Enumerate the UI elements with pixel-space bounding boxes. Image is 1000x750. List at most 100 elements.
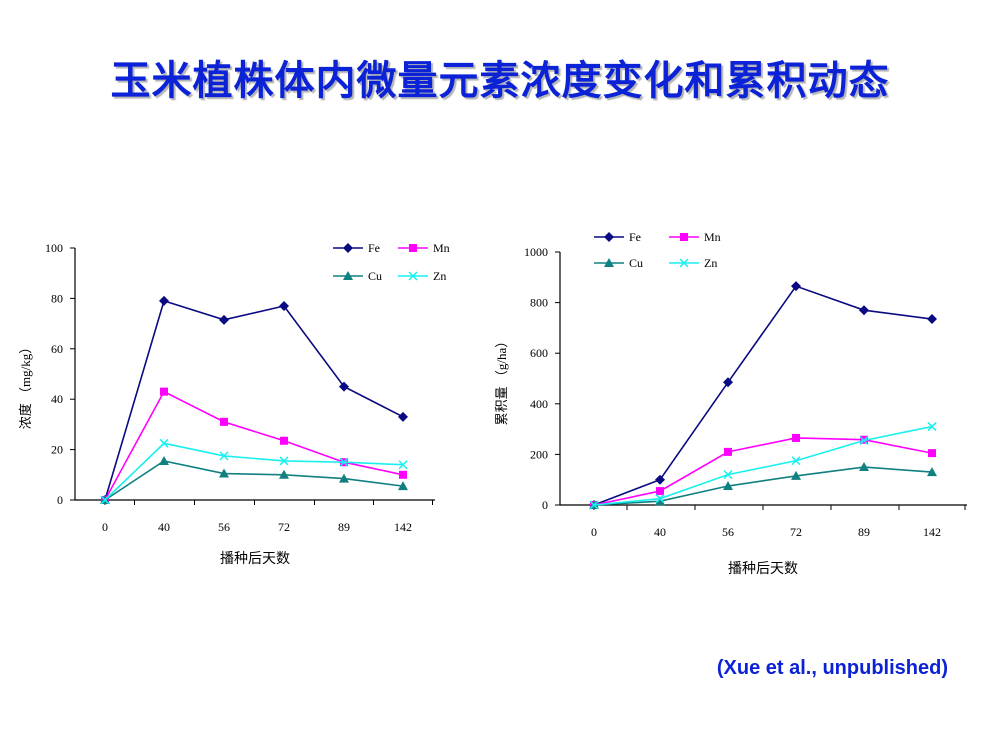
data-point-fe <box>859 305 869 316</box>
data-point-zn <box>100 495 110 505</box>
x-tick-label: 56 <box>218 520 230 534</box>
y-tick-label: 600 <box>530 346 548 360</box>
data-point-fe <box>339 381 349 392</box>
x-tick-label: 89 <box>338 520 350 534</box>
data-point-zn <box>279 456 289 466</box>
data-point-cu <box>859 462 869 472</box>
data-point-zn <box>589 500 599 510</box>
data-point-fe <box>219 314 229 325</box>
series-line-cu <box>104 460 404 501</box>
x-tick-label: 40 <box>654 525 666 539</box>
data-point-cu <box>398 481 408 491</box>
data-point-mn <box>656 487 664 496</box>
y-tick-label: 200 <box>530 447 548 461</box>
data-point-cu <box>159 455 169 465</box>
data-point-cu <box>791 470 801 480</box>
y-tick-label: 0 <box>542 498 548 512</box>
series-line-zn <box>104 442 404 501</box>
x-tick-label: 89 <box>858 525 870 539</box>
data-point-fe <box>791 281 801 292</box>
data-point-fe <box>279 300 289 311</box>
data-point-zn <box>339 457 349 467</box>
series-line-mn <box>593 437 933 506</box>
legend-item-mn: Mn <box>669 230 721 244</box>
x-axis-title: 播种后天数 <box>728 561 798 577</box>
series-line-fe <box>593 285 933 506</box>
series-fe <box>589 281 937 510</box>
data-point-fe <box>927 314 937 325</box>
legend-item-zn: Zn <box>398 269 446 283</box>
series-cu <box>589 462 937 509</box>
y-tick-label: 80 <box>51 291 63 305</box>
series-line-fe <box>104 299 404 501</box>
legend-item-mn: Mn <box>398 241 450 255</box>
legend-label: Zn <box>433 269 446 283</box>
citation: (Xue et al., unpublished) <box>716 657 948 679</box>
legend-item-cu: Cu <box>333 269 382 283</box>
data-point-zn <box>655 494 665 504</box>
legend-label: Fe <box>629 230 641 244</box>
legend-marker-fe <box>604 232 614 242</box>
data-point-mn <box>928 449 936 458</box>
data-point-fe <box>655 474 665 485</box>
data-point-cu <box>339 473 349 483</box>
y-tick-label: 60 <box>51 342 63 356</box>
data-point-cu <box>219 468 229 478</box>
data-point-mn <box>280 436 288 445</box>
x-tick-label: 142 <box>923 525 941 539</box>
data-point-fe <box>398 411 408 422</box>
y-tick-label: 1000 <box>524 245 548 259</box>
data-point-fe <box>159 295 169 306</box>
y-tick-label: 800 <box>530 296 548 310</box>
data-point-mn <box>399 470 407 479</box>
data-point-cu <box>927 467 937 477</box>
data-point-fe <box>723 377 733 388</box>
legend-marker-fe <box>343 243 353 253</box>
x-tick-label: 56 <box>722 525 734 539</box>
y-axis-title: 浓度 （mg/kg） <box>18 341 33 429</box>
legend-marker-zn <box>408 271 418 281</box>
legend-marker-cu <box>343 271 353 280</box>
y-tick-label: 400 <box>530 397 548 411</box>
data-point-zn <box>927 422 937 432</box>
data-point-zn <box>791 456 801 466</box>
legend-item-cu: Cu <box>594 256 643 270</box>
data-point-mn <box>792 433 800 442</box>
x-tick-label: 142 <box>394 520 412 534</box>
y-tick-label: 40 <box>51 392 63 406</box>
slide-title: 玉米植株体内微量元素浓度变化和累积动态 <box>110 58 890 104</box>
legend-label: Cu <box>629 256 643 270</box>
data-point-cu <box>279 469 289 479</box>
data-point-cu <box>723 481 733 491</box>
x-tick-label: 0 <box>102 520 108 534</box>
y-tick-label: 100 <box>45 241 63 255</box>
series-mn <box>590 433 936 509</box>
y-tick-label: 0 <box>57 493 63 507</box>
data-point-zn <box>159 438 169 448</box>
x-axis-title: 播种后天数 <box>220 551 290 567</box>
legend-marker-cu <box>604 258 614 267</box>
legend-label: Cu <box>368 269 382 283</box>
series-line-zn <box>593 425 933 506</box>
series-line-mn <box>104 390 404 501</box>
series-line-cu <box>593 466 933 506</box>
x-tick-label: 0 <box>591 525 597 539</box>
data-point-zn <box>398 460 408 470</box>
x-tick-label: 72 <box>790 525 802 539</box>
x-tick-label: 72 <box>278 520 290 534</box>
y-tick-label: 20 <box>51 443 63 457</box>
legend-marker-zn <box>679 258 689 268</box>
data-point-mn <box>220 417 228 426</box>
legend-label: Fe <box>368 241 380 255</box>
legend-label: Mn <box>433 241 450 255</box>
y-axis-title: 累积量 （g/ha） <box>494 335 509 426</box>
data-point-zn <box>859 435 869 446</box>
data-point-mn <box>160 387 168 396</box>
legend-label: Mn <box>704 230 721 244</box>
legend-marker-mn <box>409 244 417 252</box>
legend-label: Zn <box>704 256 717 270</box>
x-tick-label: 40 <box>158 520 170 534</box>
legend-item-fe: Fe <box>333 241 380 255</box>
series-zn <box>589 422 937 510</box>
